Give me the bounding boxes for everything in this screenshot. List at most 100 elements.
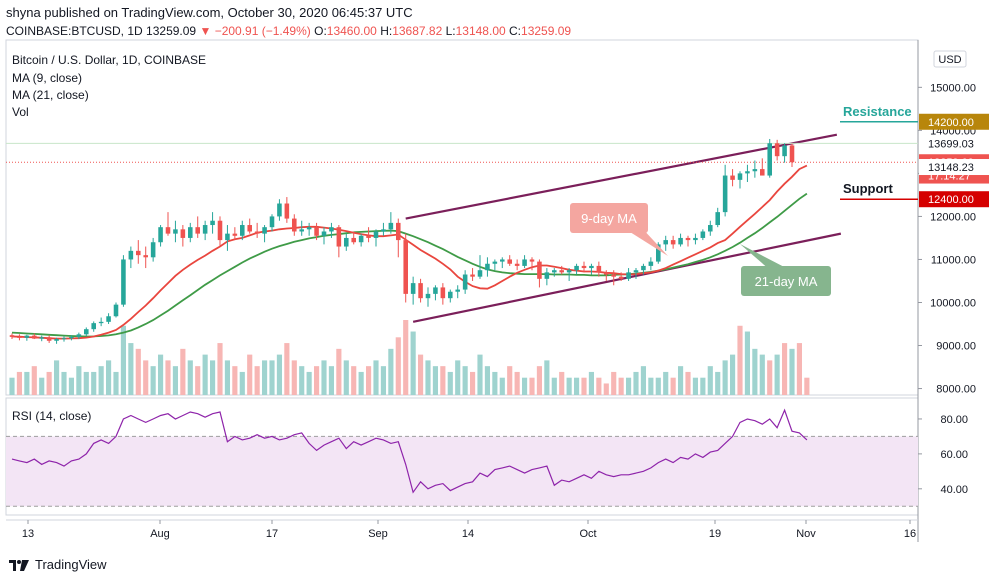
chart-title: Bitcoin / U.S. Dollar, 1D, COINBASE <box>12 53 207 67</box>
volume-bar <box>351 366 357 395</box>
candle-body <box>656 244 661 262</box>
volume-bar <box>781 343 788 395</box>
volume-bar <box>707 366 713 395</box>
candle-body <box>98 321 104 324</box>
candle-body <box>566 270 572 273</box>
candle-body <box>789 145 795 163</box>
volume-bar <box>135 348 141 395</box>
candle-body <box>581 265 587 269</box>
volume-bar <box>648 377 654 395</box>
volume-bar <box>677 366 684 395</box>
candle-body <box>618 276 624 279</box>
volume-bar <box>744 331 751 395</box>
candle-body <box>760 169 765 176</box>
candles <box>9 138 795 344</box>
candle-body <box>46 337 52 341</box>
volume-bar <box>172 366 179 395</box>
volume-bar <box>180 348 186 395</box>
volume-bar <box>640 366 647 395</box>
candle-body <box>514 263 520 266</box>
candle-body <box>722 175 728 213</box>
volume-bar <box>618 377 624 395</box>
volume-bar <box>611 371 617 395</box>
legend-vol[interactable]: Vol <box>12 105 29 119</box>
candle-body <box>210 220 215 226</box>
ma21-callout <box>741 266 831 296</box>
candle-body <box>782 145 787 157</box>
tradingview-logo[interactable]: TradingView <box>8 557 107 572</box>
legend-ma9[interactable]: MA (9, close) <box>12 71 83 85</box>
candle-body <box>61 338 67 340</box>
candle-body <box>752 169 758 172</box>
volume-bar <box>143 360 149 395</box>
candle-body <box>730 175 735 180</box>
price-label: 12400.00 <box>928 194 974 206</box>
candle-body <box>329 227 334 232</box>
volume-bar <box>261 360 268 395</box>
candle-body <box>173 229 178 234</box>
volume-bar <box>432 366 439 395</box>
rsi-line <box>11 408 808 494</box>
candle-body <box>292 218 297 232</box>
volume-bar <box>566 377 572 395</box>
ma21-callout-label: 21-day MA <box>755 274 818 289</box>
price-label-bg <box>919 159 989 176</box>
candle-body <box>552 270 557 273</box>
high-label: H: <box>380 24 393 38</box>
candle-body <box>136 250 141 256</box>
annotations[interactable]: Resistance Support 9-day MA 21-day MA <box>570 104 912 296</box>
volume-bar <box>484 366 491 395</box>
ma9-callout-pointer <box>630 226 668 256</box>
candle-body <box>54 339 59 341</box>
volume-bar <box>105 360 112 395</box>
support-label: Support <box>843 181 893 196</box>
down-arrow-icon: ▼ <box>199 24 212 38</box>
candle-body <box>604 272 609 275</box>
volume-bar <box>499 377 505 395</box>
volume-bar <box>373 360 379 395</box>
candle-body <box>165 227 171 234</box>
publisher-line: shyna published on TradingView.com, Octo… <box>6 5 413 20</box>
volume-bar <box>321 360 327 395</box>
candle-body <box>455 289 460 292</box>
candle-body <box>492 261 498 264</box>
volume-bar <box>202 354 208 395</box>
candle-body <box>440 287 446 299</box>
candle-body <box>269 216 275 228</box>
volume-bar <box>529 377 535 395</box>
volume-bar <box>365 366 372 395</box>
last-price: 13259.09 <box>146 24 197 38</box>
candle-body <box>596 265 602 273</box>
volume-bar <box>700 377 706 395</box>
candle-body <box>143 255 148 258</box>
volume-bar <box>596 377 602 395</box>
candle-body <box>113 304 119 317</box>
low-value: 13148.00 <box>455 24 506 38</box>
candle-body <box>648 261 654 266</box>
volume-bar <box>722 360 728 395</box>
candle-body <box>388 222 394 230</box>
legend-rsi[interactable]: RSI (14, close) <box>12 409 92 423</box>
candle-body <box>410 283 416 294</box>
candle-body <box>470 274 475 277</box>
price-label: 13699.03 <box>928 138 974 150</box>
candle-body <box>262 227 267 234</box>
volume-bar <box>239 371 245 395</box>
candle-body <box>693 237 698 241</box>
ma21-callout-pointer <box>740 244 790 270</box>
legend-ma21[interactable]: MA (21, close) <box>12 88 89 102</box>
price-tick-label: 9000.00 <box>936 341 976 353</box>
price-tick-label: 12000.00 <box>930 211 976 223</box>
candle-body <box>559 270 564 273</box>
volume-bar <box>232 366 238 395</box>
rsi-tick-label: 40.00 <box>940 484 968 496</box>
volume-bar <box>767 360 773 395</box>
time-tick-label: 14 <box>462 528 474 540</box>
symbol: COINBASE:BTCUSD, 1D <box>6 24 143 38</box>
candle-body <box>195 227 200 234</box>
volume-bar <box>195 366 201 395</box>
candle-body <box>715 212 720 226</box>
time-tick-label: Nov <box>796 528 816 540</box>
volume-bar <box>536 366 543 395</box>
